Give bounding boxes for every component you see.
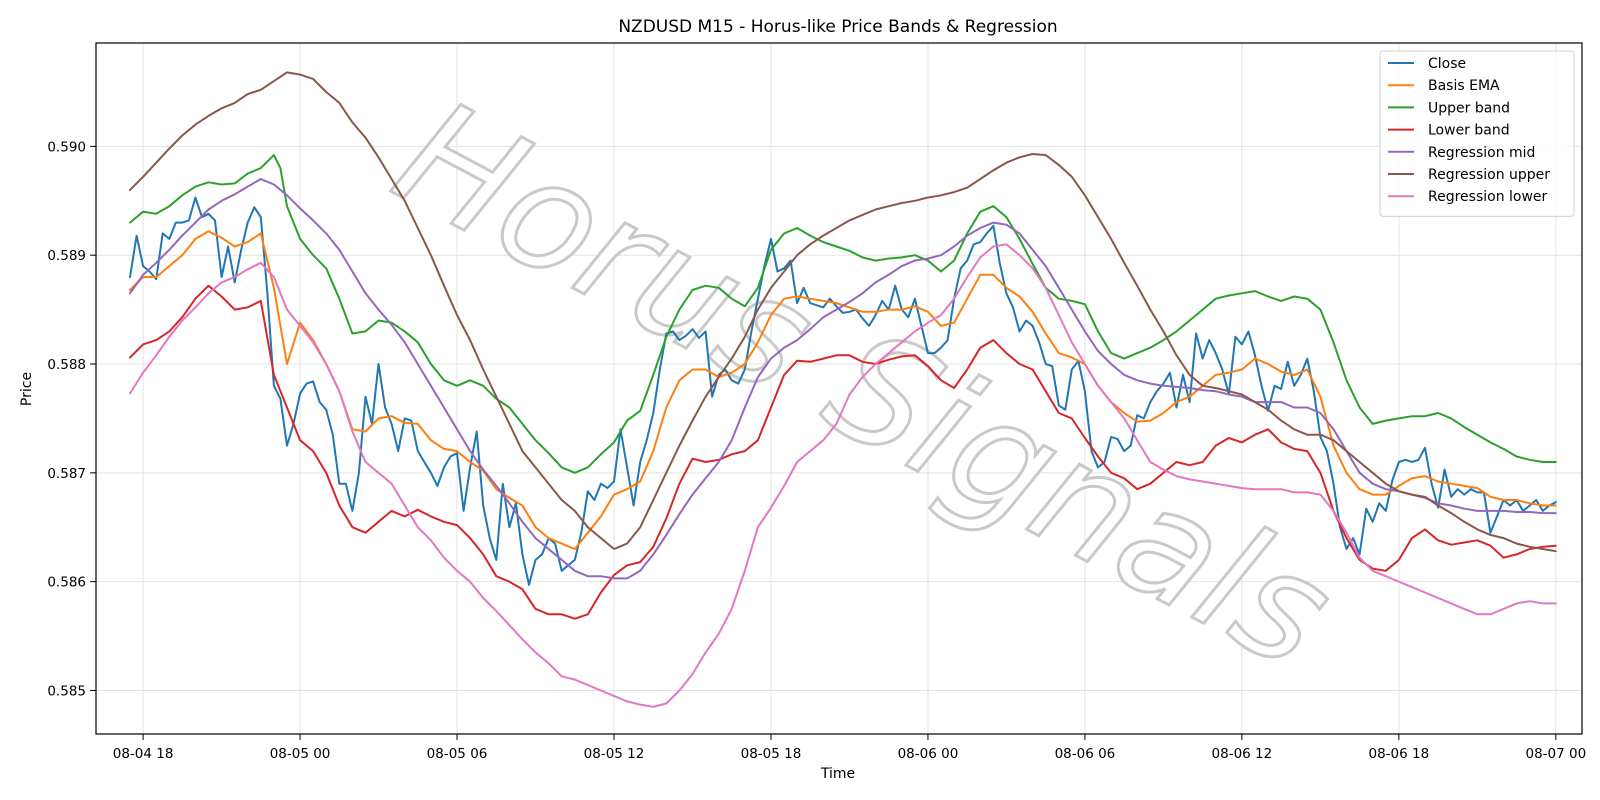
x-tick-label: 08-06 06 xyxy=(1055,746,1116,762)
legend-label-regression-upper: Regression upper xyxy=(1428,167,1550,183)
y-tick-label: 0.590 xyxy=(47,139,86,155)
series-lines xyxy=(129,71,1557,708)
x-tick-label: 08-05 00 xyxy=(270,746,331,762)
y-tick-label: 0.587 xyxy=(47,466,86,482)
legend-label-regression-mid: Regression mid xyxy=(1428,145,1535,161)
legend-label-basis-ema: Basis EMA xyxy=(1428,78,1500,94)
x-tick-label: 08-05 12 xyxy=(584,746,645,762)
series-line-regression-mid xyxy=(129,178,1557,580)
y-tick-label: 0.585 xyxy=(47,683,86,699)
series-line-upper-band xyxy=(129,154,1557,474)
legend-label-lower-band: Lower band xyxy=(1428,123,1510,139)
x-tick-label: 08-06 12 xyxy=(1212,746,1273,762)
chart-title: NZDUSD M15 - Horus-like Price Bands & Re… xyxy=(618,17,1057,37)
y-axis-label: Price xyxy=(19,372,35,406)
x-tick-label: 08-04 18 xyxy=(113,746,174,762)
x-tick-label: 08-05 06 xyxy=(427,746,488,762)
x-axis-ticks: 08-04 18 08-05 00 08-05 06 08-05 12 08-05 18… xyxy=(113,734,1586,762)
series-line-close xyxy=(129,196,1557,586)
legend: Close Basis EMA Upper band Lower band Regres… xyxy=(1379,50,1575,217)
legend-label-upper-band: Upper band xyxy=(1428,100,1510,116)
x-tick-label: 08-06 18 xyxy=(1369,746,1430,762)
x-tick-label: 08-07 00 xyxy=(1525,746,1586,762)
y-axis-ticks: 0.585 0.586 0.587 0.588 0.589 0.590 xyxy=(47,139,96,699)
y-tick-label: 0.586 xyxy=(47,575,86,591)
plot-area-background xyxy=(96,43,1582,734)
x-tick-label: 08-05 18 xyxy=(741,746,802,762)
x-tick-label: 08-06 00 xyxy=(898,746,959,762)
legend-box xyxy=(1379,50,1575,217)
series-line-regression-lower xyxy=(129,243,1557,708)
legend-label-regression-lower: Regression lower xyxy=(1428,189,1548,205)
series-line-lower-band xyxy=(129,284,1557,620)
legend-label-close: Close xyxy=(1428,56,1466,72)
series-line-regression-upper xyxy=(129,71,1557,553)
x-axis-label: Time xyxy=(820,766,855,782)
y-tick-label: 0.588 xyxy=(47,357,86,373)
y-tick-label: 0.589 xyxy=(47,248,86,264)
plot-area-frame xyxy=(95,42,1583,735)
